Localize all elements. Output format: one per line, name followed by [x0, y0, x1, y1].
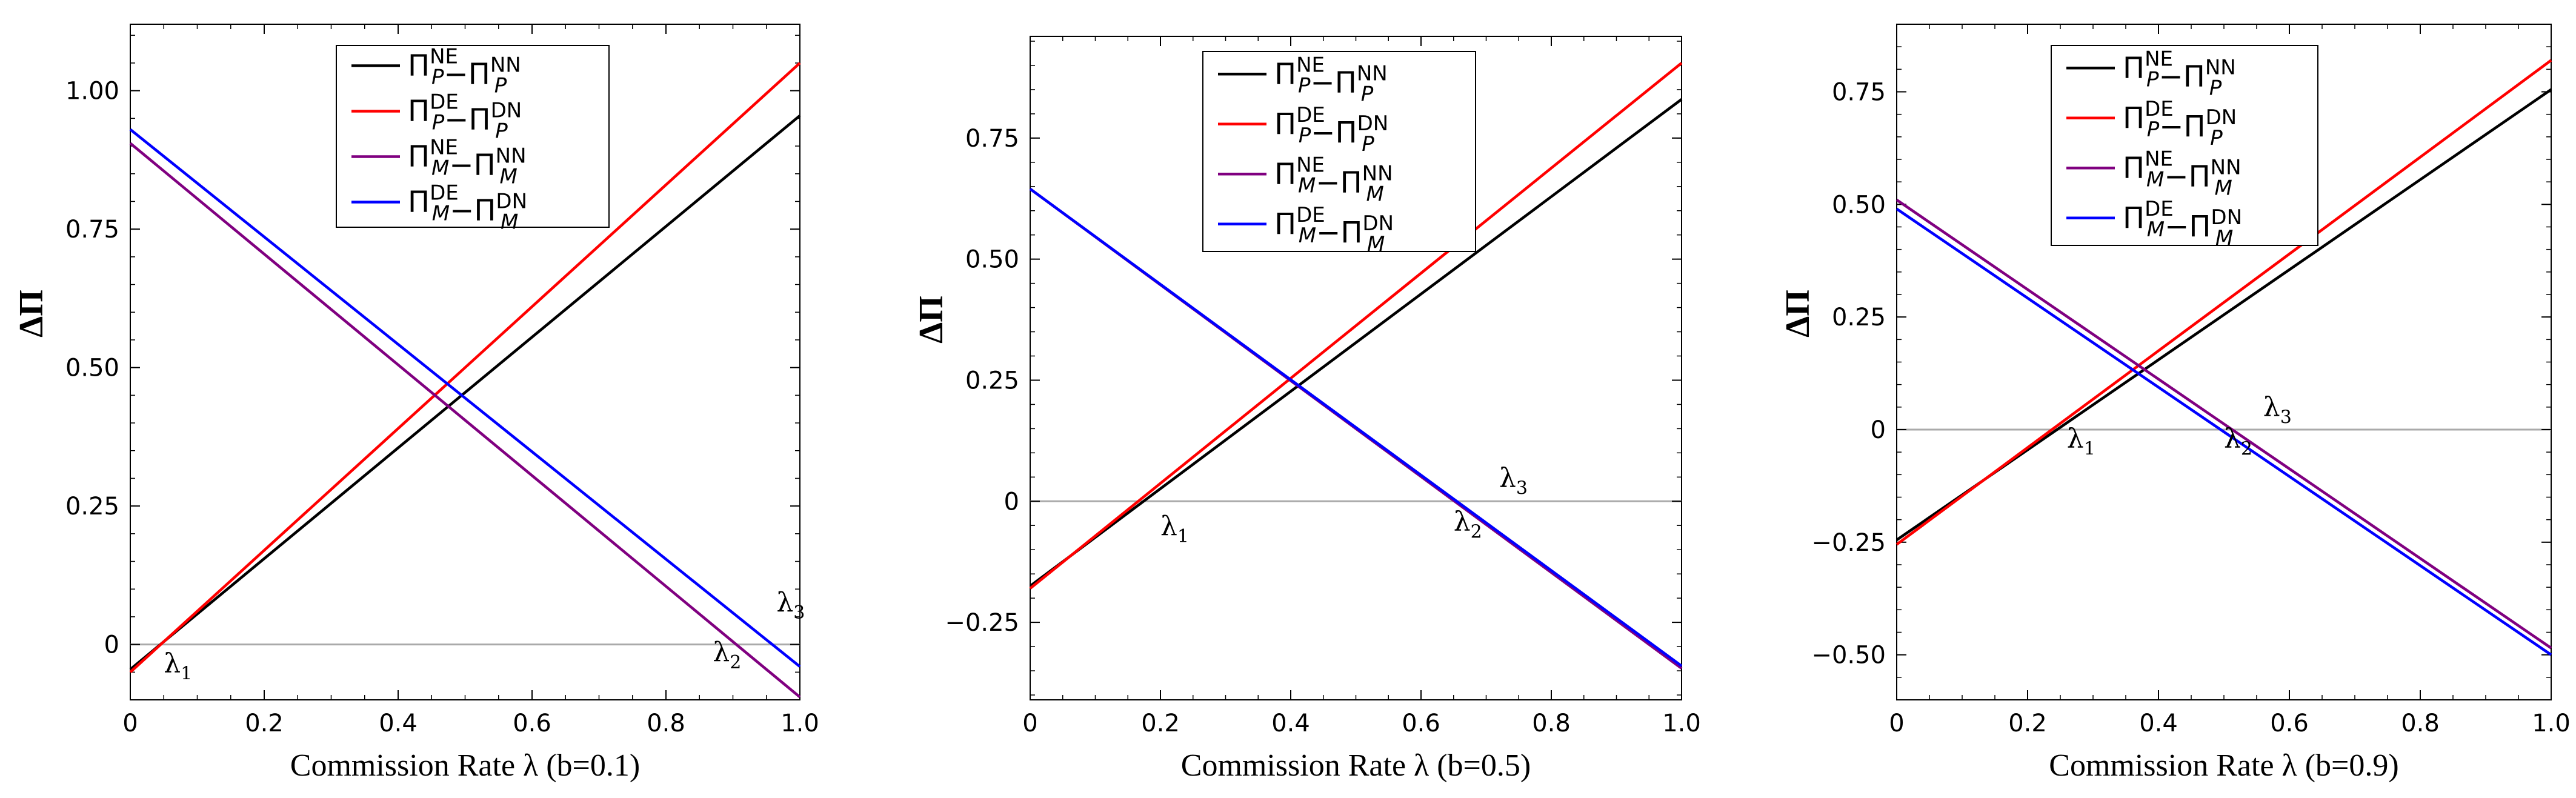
x-tick-label: 0 [122, 710, 138, 737]
y-tick-label: 0 [1871, 416, 1886, 444]
x-tick-label: 0 [1022, 710, 1037, 737]
series-line-3 [1895, 199, 2552, 650]
x-tick-label: 0.4 [379, 710, 418, 737]
y-axis-title: ΔΠ [913, 296, 950, 344]
legend-label: ΠDE M−ΠDN M [2123, 197, 2242, 250]
legend-label: ΠDE M−ΠDN M [1274, 203, 1394, 256]
y-tick-label: 0.75 [65, 216, 119, 244]
legend-label: ΠNE M−ΠNN M [2123, 147, 2242, 200]
x-axis-title: Commission Rate λ (b=0.9) [2049, 748, 2398, 783]
x-tick-label: 0.8 [2401, 710, 2440, 737]
chart-1: 0 0.2 0.4 0.6 0.8 1.000.250.500.751.00λ1λ2λ3C… [13, 24, 819, 783]
series-line-2 [1895, 59, 2552, 546]
x-tick-label: 0.6 [1402, 710, 1440, 737]
lambda-3-label: λ3 [776, 587, 805, 623]
x-axis-title: Commission Rate λ (b=0.1) [290, 748, 640, 783]
x-tick-label: 0.8 [647, 710, 685, 737]
x-tick-label: 1.0 [1662, 710, 1701, 737]
legend-label: ΠNE P−ΠNN P [408, 45, 521, 98]
chart-3: 0 0.2 0.4 0.6 0.8 1.0 −0.50 −0.25 0 0.25 0.50 0.75 λ… [1779, 24, 2571, 783]
series-line-4 [1895, 207, 2552, 656]
legend-label: ΠNE M−ΠNN M [408, 136, 527, 189]
lambda-1-label: λ1 [2067, 424, 2095, 460]
y-tick-label: 0.75 [965, 125, 1019, 153]
y-axis-title: ΔΠ [13, 290, 50, 337]
lambda-3-label: λ3 [2263, 392, 2292, 428]
x-tick-label: 1.0 [2532, 710, 2571, 737]
y-tick-label: 0.50 [965, 246, 1019, 274]
legend-box [336, 45, 610, 228]
x-tick-label: 1.0 [780, 710, 819, 737]
series-line-1 [129, 115, 801, 671]
lambda-1-label: λ1 [1160, 511, 1189, 547]
lambda-1-label: λ1 [164, 648, 192, 684]
y-tick-label: 0.25 [1832, 304, 1886, 331]
series-line-3 [129, 142, 801, 699]
y-tick-label: 1.00 [65, 78, 119, 105]
y-tick-label: 0.50 [1832, 191, 1886, 219]
y-tick-label: 0.25 [65, 493, 119, 520]
chart-2: 0 0.2 0.4 0.6 0.8 1.0 −0.25 0 0.25 0.50 0.75 λ1 λ2 λ3… [913, 36, 1701, 783]
y-tick-label: −0.25 [945, 609, 1019, 637]
x-tick-label: 0 [1889, 710, 1904, 737]
x-axis-title: Commission Rate λ (b=0.5) [1181, 748, 1531, 783]
x-tick-label: 0.8 [1532, 710, 1571, 737]
y-axis-title: ΔΠ [1779, 290, 1817, 337]
y-tick-label: 0 [1004, 488, 1019, 516]
lambda-2-label: λ2 [2224, 424, 2252, 460]
legend-box [1202, 51, 1476, 252]
x-tick-label: 0.6 [2270, 710, 2309, 737]
legend-box [2051, 45, 2318, 246]
legend-label: ΠDE M−ΠDN M [408, 181, 527, 234]
series-line-2 [129, 62, 801, 673]
x-tick-label: 0.2 [2008, 710, 2047, 737]
lambda-2-label: λ2 [1454, 506, 1482, 542]
y-tick-label: 0 [104, 631, 119, 659]
series-line-4 [1029, 187, 1683, 667]
y-tick-label: 0.50 [65, 354, 119, 382]
legend-label: ΠDE P−ΠDN P [408, 90, 522, 144]
x-tick-label: 0.4 [1271, 710, 1310, 737]
x-tick-label: 0.2 [245, 710, 284, 737]
series-line-1 [1029, 98, 1683, 587]
legend-label: ΠNE P−ΠNN P [2123, 47, 2236, 100]
y-tick-label: −0.50 [1811, 642, 1886, 670]
lambda-3-label: λ3 [1499, 462, 1528, 499]
lambda-2-label: λ2 [713, 637, 741, 673]
legend-label: ΠDE P−ΠDN P [2123, 97, 2237, 150]
y-tick-label: 0.75 [1832, 79, 1886, 107]
x-tick-label: 0.6 [513, 710, 551, 737]
series-line-2 [1029, 62, 1683, 590]
series-line-4 [129, 128, 801, 668]
legend-label: ΠNE P−ΠNN P [1274, 53, 1388, 106]
legend-label: ΠNE M−ΠNN M [1274, 153, 1393, 206]
x-tick-label: 0.2 [1141, 710, 1180, 737]
x-tick-label: 0.4 [2139, 710, 2178, 737]
y-tick-label: 0.25 [965, 367, 1019, 394]
legend-label: ΠDE P−ΠDN P [1274, 103, 1388, 156]
y-tick-label: −0.25 [1811, 529, 1886, 557]
